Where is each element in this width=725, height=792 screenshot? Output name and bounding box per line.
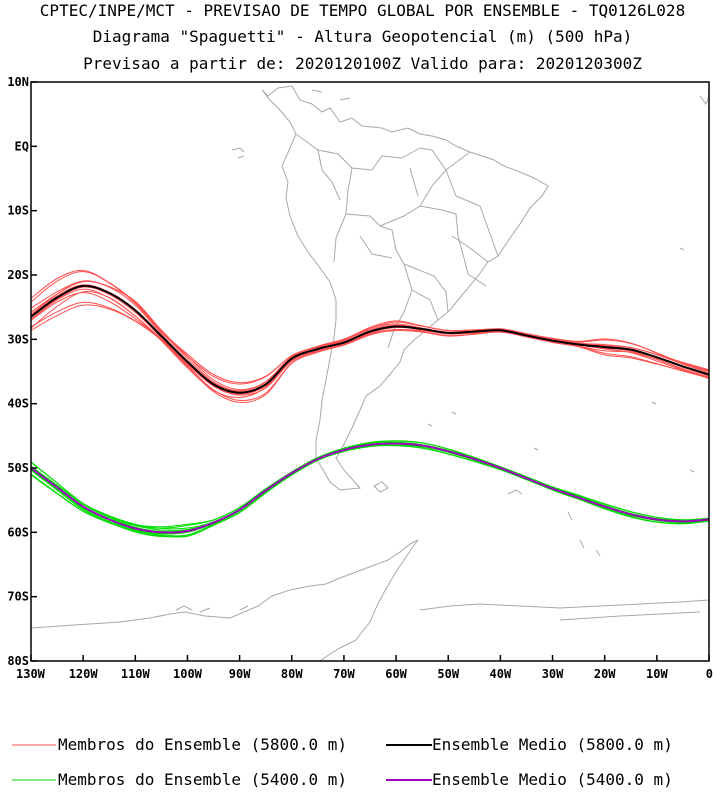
member-5800-contour [31,280,709,392]
lon-tick-label: 60W [385,667,407,681]
antarctica-coastline [31,539,709,661]
legend-mean-5400: Ensemble Medio (5400.0 m) [432,770,673,789]
legend-members-5400: Membros do Ensemble (5400.0 m) [58,770,347,789]
legend-mean-5800: Ensemble Medio (5800.0 m) [432,735,673,754]
member-5400-contour [31,442,709,533]
member-5400-contour [31,440,709,528]
member-5800-contour [31,301,709,402]
caribbean-islands [231,89,709,251]
coastline-layer [31,85,709,661]
lon-tick-label: 120W [69,667,99,681]
means-layer [31,284,709,534]
lon-tick-label: 10W [646,667,668,681]
member-5400-contour [31,443,709,535]
member-5400-contour [31,443,709,535]
lat-tick-label: 20S [7,268,29,282]
lat-tick-label: 70S [7,590,29,604]
lon-tick-label: 70W [333,667,355,681]
member-5400-contour [31,440,709,529]
legend-members-5800: Membros do Ensemble (5800.0 m) [58,735,347,754]
member-5400-contour [31,442,709,531]
member-5800-contour [31,288,709,395]
member-5800-contour [31,271,709,385]
lat-tick-label: 30S [7,332,29,346]
small-islands [427,401,695,473]
member-5800-contour [31,292,709,396]
lon-tick-label: 0 [706,667,713,681]
south-america-coastline [261,85,549,491]
title-line-1: CPTEC/INPE/MCT - PREVISAO DE TEMPO GLOBA… [39,1,686,20]
mean-5800-contour [31,284,709,394]
lon-tick-label: 20W [594,667,616,681]
lon-tick-label: 80W [281,667,303,681]
lat-tick-label: 10N [7,75,29,89]
antarctic-islands [175,511,601,613]
plot-frame [30,81,710,662]
lat-tick-label: 40S [7,397,29,411]
lat-tick-label: 80S [7,654,29,668]
lat-tick-label: 60S [7,525,29,539]
member-5400-contour [31,443,709,535]
falkland-islands [373,481,389,493]
member-5400-contour [31,442,709,533]
country-borders [295,133,499,349]
member-5400-contour [31,441,709,530]
lon-tick-label: 50W [437,667,459,681]
title-line-2: Diagrama "Spaguetti" - Altura Geopotenci… [92,27,633,46]
members-5800-layer [31,269,709,403]
lon-tick-label: 100W [173,667,203,681]
member-5800-contour [31,269,709,384]
lon-tick-label: 90W [229,667,251,681]
lon-tick-label: 40W [490,667,512,681]
members-5400-layer [31,440,709,538]
lat-tick-label: EQ [15,139,29,153]
title-line-3: Previsao a partir de: 2020120100Z Valido… [83,54,642,73]
lon-tick-label: 130W [16,667,46,681]
lat-tick-label: 50S [7,461,29,475]
mean-5400-contour [31,442,709,534]
lon-tick-label: 30W [542,667,564,681]
member-5800-contour [31,280,709,392]
lat-tick-label: 10S [7,204,29,218]
lon-tick-label: 110W [121,667,151,681]
south-georgia [507,489,523,495]
member-5400-contour [31,444,709,537]
